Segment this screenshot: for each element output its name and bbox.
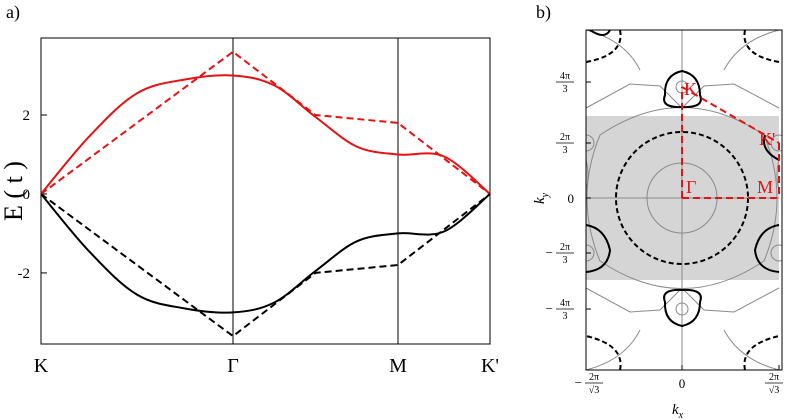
fraction-tick-label: −2π 3 — [546, 242, 574, 266]
fraction-tick-label: 2π3 — [556, 132, 574, 156]
panel-a-y-axis-label: E ( t ) — [0, 161, 28, 221]
k-point-gray-circle-right-top — [770, 134, 782, 152]
y-tick-label: -2 — [18, 266, 31, 282]
panel-a-series — [41, 50, 490, 338]
x-tick-label: M — [389, 355, 407, 377]
label-k: K — [684, 79, 697, 99]
k-point-gray-circle-bottom — [675, 302, 689, 316]
tick-numerator: 4π — [560, 71, 570, 82]
panel-a-label: a) — [6, 2, 20, 23]
tick-numerator: 2π — [589, 372, 599, 383]
tick-denominator: √3 — [589, 385, 600, 396]
y-tick-label: 2 — [23, 108, 31, 124]
tick-denominator: 3 — [563, 311, 568, 322]
fraction-tick-label: 4π3 — [556, 71, 574, 95]
x-tick-label: K — [34, 355, 49, 377]
label-gamma: Γ — [686, 177, 696, 197]
left-gray-arc — [586, 159, 589, 191]
panel-b-x-ticks: −2π√3 0 2π√3 — [575, 365, 783, 396]
k-point-gray-circle-left-bottom — [586, 244, 595, 262]
k-prime-contour — [763, 134, 780, 161]
high-symmetry-path — [681, 86, 780, 199]
corner-gray-arc-tl — [586, 30, 641, 71]
tick-numerator: 2π — [560, 132, 570, 143]
dashed-contour-bl — [586, 335, 622, 370]
x-tick-label: Γ — [227, 355, 239, 377]
kx-sub: x — [678, 410, 684, 420]
contour-plot — [586, 30, 782, 370]
fraction-tick-label: 2π√3 — [765, 372, 783, 396]
panel-a: a) 2 0 -2 K Γ M K' E ( t ) — [0, 2, 499, 377]
tick-denominator: 3 — [563, 84, 568, 95]
panel-b-y-axis-label: ky — [532, 192, 551, 204]
dashed-contour-br — [743, 335, 780, 370]
panel-b-label: b) — [536, 2, 551, 23]
fraction-tick-label: 0 — [679, 376, 686, 391]
top-left-solid — [589, 30, 611, 36]
dashed-contour-tr — [743, 30, 780, 63]
corner-gray-arc-bl — [586, 329, 641, 370]
tick-denominator: √3 — [769, 385, 780, 396]
k-point-contour-top — [663, 69, 702, 109]
tick-label: 0 — [679, 376, 686, 391]
k-point-gray-circle-right-bottom — [770, 244, 782, 262]
panel-b-x-axis-label: kx — [672, 402, 684, 420]
fraction-tick-label: 0 — [568, 191, 575, 206]
tick-minus: − — [546, 301, 553, 316]
tick-label: 0 — [568, 191, 575, 206]
y-tick-label: 0 — [23, 187, 31, 203]
corner-gray-arc-br — [723, 329, 780, 370]
k-point-contour-bottom — [663, 288, 702, 328]
fraction-tick-label: −2π √3 — [575, 372, 603, 396]
label-k-prime: K' — [759, 129, 775, 149]
panel-b: b) — [532, 2, 783, 420]
black-solid-series — [41, 193, 490, 314]
ky-sub: y — [540, 192, 551, 198]
corner-gray-arc-tr — [723, 30, 780, 71]
k-point-contour-right — [753, 224, 780, 273]
tick-denominator: 3 — [563, 145, 568, 156]
tick-numerator: 2π — [769, 372, 779, 383]
hexagon-contour — [586, 107, 778, 289]
x-tick-label: K' — [481, 355, 499, 377]
tick-minus: − — [575, 375, 582, 390]
tick-minus: − — [546, 245, 553, 260]
label-m: M — [757, 177, 773, 197]
panel-b-frame — [585, 29, 783, 371]
panel-a-y-ticks: 2 0 -2 — [18, 108, 47, 282]
tick-numerator: 2π — [560, 242, 570, 253]
kx-main: k — [672, 402, 679, 418]
gray-contour-lines — [586, 30, 782, 370]
panel-a-x-ticks: K Γ M K' — [34, 355, 499, 377]
solid-contours — [586, 30, 780, 328]
red-solid-series — [41, 74, 490, 195]
dashed-contour-tl — [586, 30, 622, 63]
k-point-gray-circle-left-top — [586, 134, 595, 152]
path-k-kprime — [681, 86, 780, 144]
tick-numerator: 4π — [560, 298, 570, 309]
k-point-contour-left — [586, 224, 612, 273]
fraction-tick-label: −4π 3 — [546, 298, 574, 322]
red-dashed-series — [41, 50, 490, 195]
black-dashed-series — [41, 193, 490, 338]
ky-main: k — [532, 197, 548, 204]
panel-a-frame — [40, 37, 491, 345]
tick-denominator: 3 — [563, 255, 568, 266]
